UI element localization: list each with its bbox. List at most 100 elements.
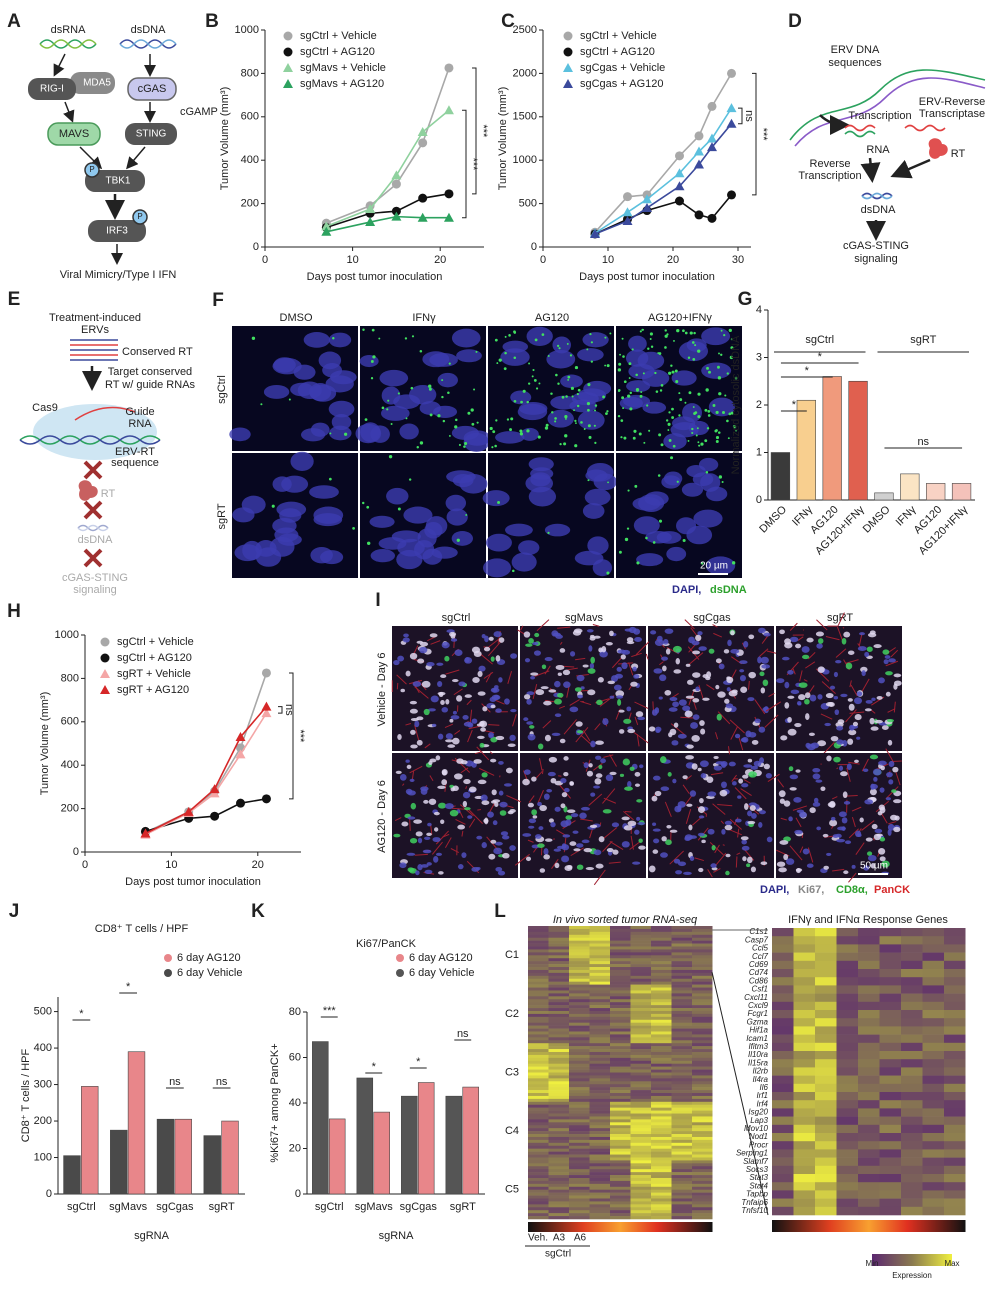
panck-fiber bbox=[542, 720, 552, 729]
cell bbox=[589, 636, 596, 641]
heatmap-cell bbox=[671, 946, 692, 950]
dsdna-dot bbox=[622, 407, 625, 410]
cell bbox=[838, 811, 847, 818]
legend-label: sgCtrl + AG120 bbox=[117, 652, 192, 664]
heatmap-cell bbox=[548, 1022, 569, 1026]
heatmap-cell bbox=[651, 1093, 672, 1097]
heatmap-cell bbox=[922, 936, 944, 945]
nucleus bbox=[520, 427, 539, 441]
cell bbox=[824, 722, 831, 727]
panck-fiber bbox=[569, 699, 580, 706]
heatmap-cell bbox=[692, 996, 713, 1000]
cell bbox=[554, 713, 562, 717]
heatmap-cell bbox=[548, 1216, 569, 1220]
heatmap-cell bbox=[671, 1022, 692, 1026]
x-axis-label: Days post tumor inoculation bbox=[579, 271, 715, 283]
heatmap-cell bbox=[651, 1163, 672, 1167]
nucleus bbox=[583, 380, 612, 397]
heatmap-cell bbox=[772, 1182, 794, 1191]
column-label: IFNγ bbox=[412, 312, 436, 324]
heatmap-cell bbox=[548, 1075, 569, 1079]
heatmap-cell bbox=[630, 1008, 651, 1012]
dsdna-dot bbox=[638, 432, 642, 436]
heatmap-cell bbox=[548, 967, 569, 971]
cell bbox=[686, 803, 693, 807]
heatmap-cell bbox=[569, 928, 590, 933]
heatmap-cell bbox=[548, 1134, 569, 1138]
heatmap-cell bbox=[858, 960, 880, 970]
panck-fiber bbox=[445, 669, 460, 675]
heatmap-cell bbox=[589, 1034, 610, 1038]
heatmap-cell bbox=[548, 955, 569, 959]
heatmap-cell bbox=[569, 993, 590, 997]
heatmap-cell bbox=[858, 1108, 880, 1117]
dsdna-dot bbox=[362, 328, 365, 331]
cell bbox=[660, 756, 667, 764]
heatmap-cell bbox=[651, 955, 672, 959]
heatmap-cell bbox=[569, 1134, 590, 1138]
heatmap-cell bbox=[692, 1216, 713, 1220]
dsdna-dot bbox=[642, 372, 645, 375]
panck-fiber bbox=[431, 841, 443, 855]
cell bbox=[804, 698, 810, 705]
heatmap-cell bbox=[528, 1084, 549, 1088]
heatmap-cell bbox=[671, 1028, 692, 1032]
gene-label: Slamf7 bbox=[743, 1157, 768, 1166]
heatmap-cell bbox=[528, 1134, 549, 1138]
heatmap-cell bbox=[692, 1148, 713, 1152]
heatmap-cell bbox=[922, 969, 944, 978]
heatmap-cell bbox=[692, 1163, 713, 1167]
gene-label: Cd86 bbox=[749, 976, 769, 985]
cell bbox=[672, 701, 679, 708]
dsdna-dot bbox=[378, 337, 381, 340]
x-tick-label: sgMavs bbox=[355, 1201, 393, 1213]
heatmap-cell bbox=[528, 1207, 549, 1211]
cell bbox=[749, 805, 756, 812]
data-point bbox=[391, 179, 401, 189]
heatmap-cell bbox=[569, 999, 590, 1003]
cell bbox=[880, 765, 885, 771]
panck-fiber bbox=[736, 852, 741, 855]
bar bbox=[445, 1095, 463, 1195]
gene-label: Isg20 bbox=[748, 1108, 768, 1117]
heatmap-cell bbox=[815, 1198, 837, 1208]
heatmap-cell bbox=[630, 1195, 651, 1199]
heatmap-title: IFNγ and IFNα Response Genes bbox=[788, 914, 948, 926]
cell bbox=[883, 659, 889, 665]
cell bbox=[490, 704, 496, 709]
heatmap-cell bbox=[610, 1072, 631, 1076]
heatmap-cell bbox=[858, 1026, 880, 1035]
heatmap-cell bbox=[922, 1083, 944, 1093]
heatmap-cell bbox=[569, 1157, 590, 1161]
cell bbox=[461, 852, 467, 859]
heatmap-cell bbox=[793, 1165, 815, 1175]
x-tick-label: 0 bbox=[540, 254, 546, 266]
heatmap-cell bbox=[651, 934, 672, 939]
heatmap-cell bbox=[879, 969, 901, 978]
cell bbox=[441, 779, 448, 786]
cell bbox=[554, 680, 561, 688]
heatmap-cell bbox=[671, 1010, 692, 1015]
nucleus bbox=[445, 494, 467, 512]
dsdna-dot bbox=[627, 394, 631, 398]
heatmap-cell bbox=[569, 1198, 590, 1202]
heatmap-cell bbox=[528, 1186, 549, 1190]
row-label: sgCtrl bbox=[216, 375, 228, 404]
cell bbox=[873, 644, 882, 649]
x-tick-label: 10 bbox=[165, 859, 177, 871]
column-label: AG120 bbox=[535, 312, 569, 324]
heatmap-cell bbox=[569, 1110, 590, 1114]
panck-fiber bbox=[816, 619, 828, 631]
cell bbox=[462, 800, 468, 808]
data-point bbox=[418, 193, 428, 203]
heatmap-cell bbox=[901, 936, 923, 945]
dsdna-dot bbox=[532, 368, 535, 372]
heatmap-cell bbox=[569, 961, 590, 965]
heatmap-cell bbox=[630, 1207, 651, 1211]
cell bbox=[812, 802, 821, 807]
heatmap-cell bbox=[548, 1081, 569, 1085]
cell bbox=[589, 824, 598, 828]
cell bbox=[834, 709, 840, 716]
cell bbox=[678, 699, 687, 706]
cell bbox=[840, 771, 848, 777]
